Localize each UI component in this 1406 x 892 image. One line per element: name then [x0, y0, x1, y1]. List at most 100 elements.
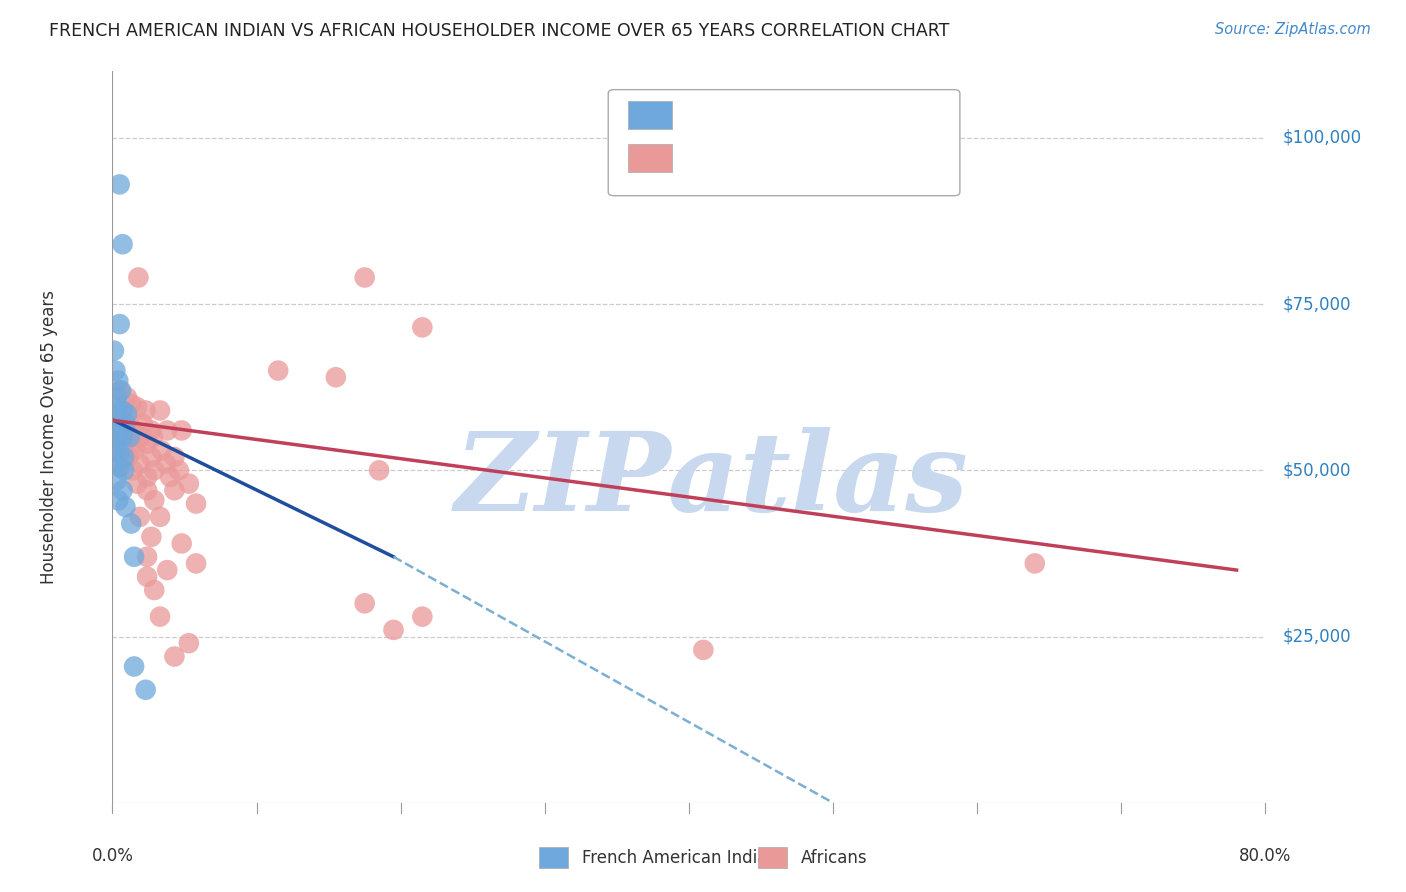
Point: [150, 443, 173, 458]
Point: [118, 430, 141, 444]
Point: [111, 430, 134, 444]
Point: [143, 493, 166, 508]
Point: [117, 450, 139, 464]
Text: $75,000: $75,000: [1282, 295, 1351, 313]
Point: [141, 450, 163, 464]
Point: [114, 417, 136, 431]
Point: [122, 443, 145, 458]
Point: [111, 483, 134, 498]
Point: [132, 417, 155, 431]
Point: [115, 390, 138, 404]
Point: [103, 343, 125, 358]
Point: [135, 403, 157, 417]
Text: French American Indians: French American Indians: [582, 848, 786, 867]
Point: [159, 470, 181, 484]
Text: R = -0.296: R = -0.296: [686, 149, 775, 167]
Point: [170, 536, 193, 550]
Point: [120, 516, 142, 531]
Point: [1024, 557, 1046, 571]
Point: [108, 178, 131, 192]
Point: [143, 463, 166, 477]
Point: [105, 436, 128, 450]
Point: [142, 430, 165, 444]
Text: Source: ZipAtlas.com: Source: ZipAtlas.com: [1215, 22, 1371, 37]
Point: [136, 570, 159, 584]
Point: [108, 447, 131, 461]
Point: [136, 483, 159, 498]
Point: [411, 320, 433, 334]
Point: [108, 384, 131, 398]
Point: [112, 413, 135, 427]
Point: [184, 497, 207, 511]
Point: [125, 476, 148, 491]
Text: R = -0.390: R = -0.390: [686, 106, 775, 124]
Point: [184, 557, 207, 571]
Point: [128, 509, 150, 524]
Point: [136, 470, 159, 484]
Point: [103, 410, 125, 425]
Point: [156, 424, 179, 438]
Text: $25,000: $25,000: [1282, 628, 1351, 646]
Text: FRENCH AMERICAN INDIAN VS AFRICAN HOUSEHOLDER INCOME OVER 65 YEARS CORRELATION C: FRENCH AMERICAN INDIAN VS AFRICAN HOUSEH…: [49, 22, 949, 40]
Point: [112, 450, 135, 464]
Point: [122, 549, 145, 564]
Text: ZIPatlas: ZIPatlas: [456, 427, 969, 534]
Point: [177, 476, 200, 491]
Point: [149, 509, 172, 524]
Point: [163, 450, 186, 464]
Point: [107, 374, 129, 388]
Point: [112, 443, 135, 458]
Text: $100,000: $100,000: [1282, 128, 1362, 147]
Point: [103, 434, 125, 448]
Point: [105, 473, 128, 487]
Point: [125, 400, 148, 414]
Point: [382, 623, 405, 637]
Point: [108, 460, 131, 475]
Point: [167, 463, 190, 477]
Point: [135, 682, 157, 697]
Point: [104, 457, 127, 471]
Point: [267, 363, 290, 377]
Point: [120, 397, 142, 411]
Point: [170, 424, 193, 438]
Point: [105, 400, 128, 414]
Point: [177, 636, 200, 650]
Text: N = 34: N = 34: [839, 106, 897, 124]
Point: [128, 430, 150, 444]
FancyBboxPatch shape: [609, 90, 960, 195]
Point: [110, 417, 132, 431]
Point: [114, 500, 136, 514]
Point: [104, 443, 127, 458]
Point: [111, 403, 134, 417]
Point: [353, 596, 375, 610]
Point: [353, 270, 375, 285]
Point: [110, 384, 132, 398]
Text: $50,000: $50,000: [1282, 461, 1351, 479]
Point: [107, 493, 129, 508]
Bar: [538, 847, 568, 868]
Point: [325, 370, 347, 384]
Point: [136, 436, 159, 450]
Bar: [758, 847, 787, 868]
Point: [141, 530, 163, 544]
Point: [163, 483, 186, 498]
Point: [136, 549, 159, 564]
Bar: [628, 102, 672, 129]
Point: [104, 424, 127, 438]
Point: [149, 609, 172, 624]
Point: [411, 609, 433, 624]
Point: [107, 426, 129, 441]
Point: [122, 659, 145, 673]
Point: [121, 424, 143, 438]
Point: [368, 463, 391, 477]
Point: [155, 457, 177, 471]
Text: N = 60: N = 60: [839, 149, 897, 167]
Point: [128, 457, 150, 471]
Point: [163, 649, 186, 664]
Text: Africans: Africans: [801, 848, 868, 867]
Point: [104, 363, 127, 377]
Point: [115, 430, 138, 444]
Point: [149, 403, 172, 417]
Point: [107, 413, 129, 427]
Point: [118, 417, 141, 431]
